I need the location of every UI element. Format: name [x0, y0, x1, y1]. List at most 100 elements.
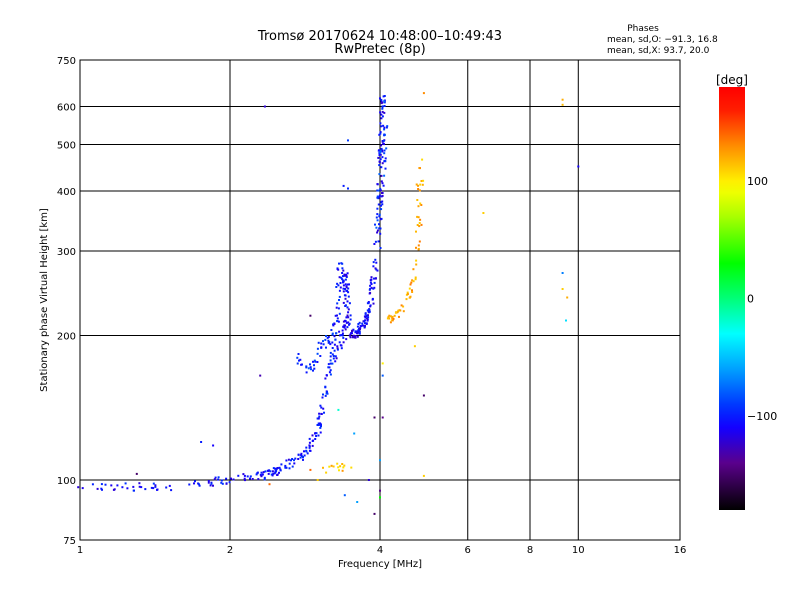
data-point — [342, 284, 345, 287]
data-point — [380, 125, 383, 128]
data-point — [382, 184, 385, 187]
data-point — [249, 477, 251, 480]
data-point — [392, 317, 395, 320]
data-point — [566, 296, 569, 299]
data-point — [352, 334, 355, 337]
data-point — [377, 203, 380, 206]
data-point — [377, 189, 380, 192]
data-point — [379, 489, 381, 492]
data-point — [420, 223, 423, 226]
data-point — [415, 263, 418, 266]
data-point — [328, 371, 331, 374]
data-point — [319, 404, 322, 407]
data-point — [217, 478, 220, 481]
data-point — [416, 224, 419, 226]
data-point — [154, 485, 157, 488]
data-point — [138, 482, 141, 485]
data-point — [338, 289, 341, 292]
data-point — [322, 466, 324, 469]
colorbar-tick-label: 100 — [747, 175, 768, 188]
data-point — [284, 464, 287, 467]
data-point — [376, 207, 379, 210]
data-point — [338, 312, 341, 315]
data-point — [419, 202, 422, 205]
data-point — [366, 309, 369, 312]
data-point — [361, 322, 364, 325]
data-point — [482, 212, 485, 214]
data-point — [320, 423, 322, 426]
y-tick-label: 600 — [57, 103, 76, 114]
data-point — [278, 471, 280, 474]
data-point — [220, 479, 223, 482]
data-point — [221, 482, 224, 485]
data-point — [380, 174, 383, 177]
data-point — [346, 289, 349, 292]
data-point — [144, 488, 147, 491]
data-point — [309, 366, 312, 369]
data-point — [381, 362, 384, 365]
data-point — [378, 161, 381, 164]
data-point — [417, 244, 420, 247]
data-point — [326, 390, 328, 393]
data-point — [225, 477, 228, 480]
data-point — [347, 308, 350, 311]
data-point — [287, 458, 290, 461]
data-point — [365, 322, 368, 325]
data-point — [347, 139, 349, 142]
data-point — [220, 481, 223, 484]
data-point — [316, 352, 319, 355]
colorbar-ticks: 100 0 −100 — [747, 175, 777, 423]
data-point — [347, 187, 349, 190]
data-point — [387, 315, 390, 318]
data-point — [380, 100, 383, 103]
data-point — [338, 295, 341, 298]
data-point — [413, 345, 416, 348]
data-point — [382, 140, 385, 143]
data-point — [381, 110, 384, 113]
data-point — [336, 282, 339, 285]
data-point — [336, 267, 339, 270]
data-point — [327, 363, 330, 366]
data-point — [344, 328, 347, 331]
data-point — [388, 317, 391, 320]
data-point — [188, 483, 191, 486]
data-point — [406, 293, 409, 296]
data-point — [412, 268, 415, 271]
data-point — [415, 230, 417, 233]
data-point — [329, 369, 332, 372]
data-point — [150, 486, 153, 489]
data-point — [309, 314, 312, 317]
x-tick-label: 16 — [674, 545, 687, 556]
data-points — [77, 92, 580, 515]
data-point — [332, 465, 335, 468]
data-point — [345, 316, 348, 319]
data-point — [332, 355, 335, 357]
data-point — [327, 339, 330, 342]
data-point — [385, 147, 388, 150]
data-point — [336, 462, 339, 465]
data-point — [317, 434, 320, 437]
data-point — [364, 316, 367, 319]
data-point — [422, 474, 425, 477]
data-point — [316, 424, 319, 426]
data-point — [193, 482, 195, 485]
data-point — [342, 341, 345, 344]
data-point — [377, 149, 380, 152]
data-point — [375, 216, 378, 219]
data-point — [405, 298, 408, 301]
data-point — [397, 310, 399, 313]
data-point — [351, 330, 353, 332]
data-point — [325, 335, 327, 338]
data-point — [329, 373, 332, 376]
data-point — [264, 470, 267, 473]
data-point — [382, 142, 385, 145]
data-point — [389, 315, 392, 318]
data-point — [317, 341, 320, 344]
data-point — [311, 444, 314, 447]
data-point — [371, 298, 374, 301]
y-tick-label: 200 — [57, 332, 76, 343]
data-point — [319, 422, 321, 425]
data-point — [317, 424, 320, 426]
data-point — [380, 166, 383, 169]
data-point — [422, 394, 425, 397]
